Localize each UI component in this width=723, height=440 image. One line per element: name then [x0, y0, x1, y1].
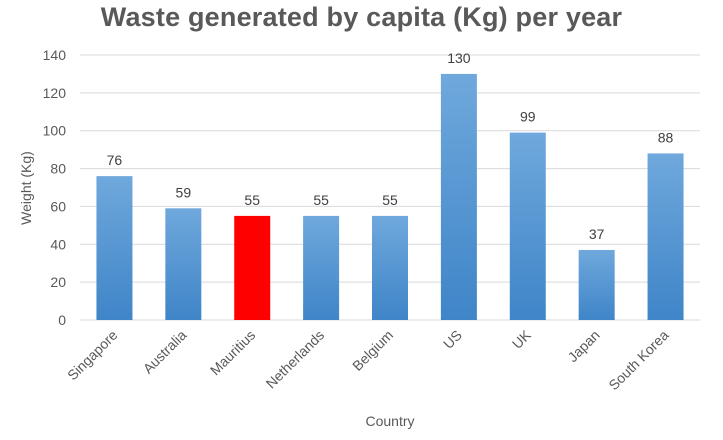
x-tick-label: Netherlands — [263, 327, 328, 392]
bar-us — [440, 73, 477, 320]
y-tick-label: 40 — [50, 236, 66, 252]
y-tick-label: 20 — [50, 274, 66, 290]
chart-title: Waste generated by capita (Kg) per year — [100, 2, 623, 32]
bar-south-korea — [647, 153, 684, 320]
y-tick-label: 60 — [50, 198, 66, 214]
bar-belgium — [372, 215, 408, 320]
data-label: 88 — [658, 129, 674, 145]
data-label: 130 — [447, 50, 471, 66]
bar-australia — [165, 208, 202, 320]
bar-mauritius — [234, 215, 271, 320]
bar-singapore — [96, 176, 133, 320]
y-tick-label: 0 — [58, 312, 66, 328]
bar-japan — [578, 249, 615, 320]
data-label: 55 — [244, 192, 260, 208]
y-axis-title: Weight (Kg) — [18, 151, 34, 225]
data-label: 37 — [589, 226, 605, 242]
data-label: 76 — [107, 152, 123, 168]
y-tick-label: 140 — [43, 47, 67, 63]
x-axis-title: Country — [365, 413, 414, 429]
x-axis-tick-labels: Singapore Australia Mauritius Netherlands Be… — [64, 326, 672, 393]
x-tick-label: UK — [509, 326, 535, 352]
x-tick-label: Australia — [140, 327, 190, 377]
x-tick-label: Singapore — [64, 327, 121, 384]
bars — [96, 73, 684, 320]
x-tick-label: South Korea — [605, 327, 672, 394]
x-tick-label: Belgium — [349, 327, 396, 374]
bar-netherlands — [303, 215, 340, 320]
data-labels: 76 59 55 55 55 130 99 37 88 — [107, 50, 674, 242]
x-tick-label: US — [440, 327, 465, 352]
x-tick-label: Mauritius — [207, 327, 258, 378]
data-label: 59 — [176, 184, 192, 200]
x-tick-label: Japan — [564, 327, 602, 365]
y-axis-tick-labels: 0 20 40 60 80 100 120 140 — [43, 47, 67, 328]
y-tick-label: 100 — [43, 123, 67, 139]
data-label: 55 — [313, 192, 329, 208]
y-tick-label: 80 — [50, 161, 66, 177]
y-tick-label: 120 — [43, 85, 67, 101]
data-label: 55 — [382, 192, 398, 208]
data-label: 99 — [520, 109, 536, 125]
bar-uk — [509, 132, 546, 320]
